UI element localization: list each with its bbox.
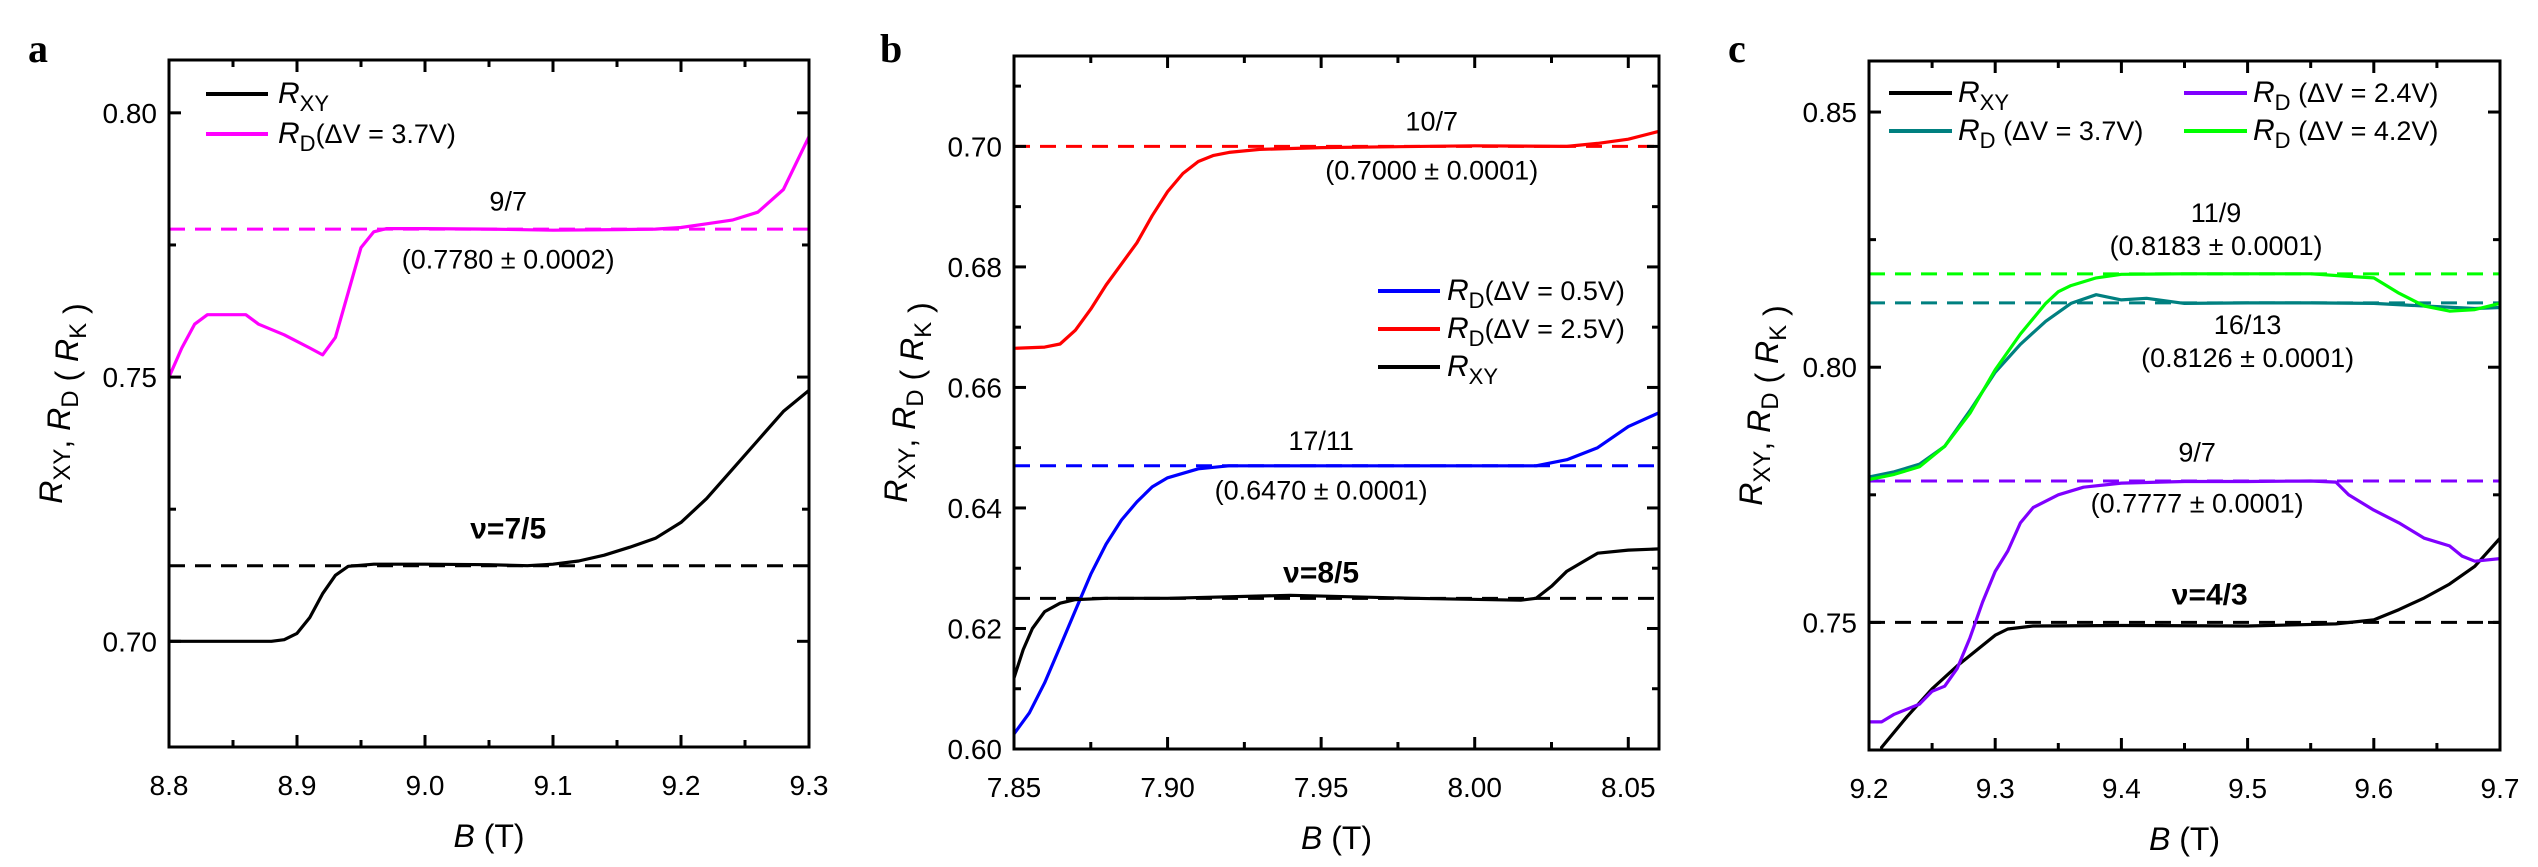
- plot-frame: [1867, 59, 2502, 752]
- filling-factor-label: ν=8/5: [1283, 557, 1359, 590]
- series-line: [169, 135, 809, 379]
- x-tick-label: 9.1: [534, 770, 573, 801]
- x-axis-label: B (T): [1301, 820, 1372, 856]
- series-line: [1879, 536, 2500, 750]
- y-tick-label: 0.66: [948, 372, 1003, 403]
- filling-factor-label: ν=4/3: [2172, 579, 2248, 612]
- y-tick-label: 0.75: [1803, 607, 1858, 638]
- legend-item: RD(ΔV = 2.5V): [1378, 312, 1625, 351]
- plateau-annotation: 11/9: [2191, 198, 2242, 228]
- y-tick-label: 0.70: [948, 131, 1003, 162]
- x-tick-label: 8.8: [150, 770, 189, 801]
- legend-label: RXY: [1447, 350, 1498, 389]
- plateau-annotation: 10/7: [1405, 107, 1458, 137]
- y-axis-label: RXY, RD ( RK ): [878, 302, 938, 502]
- legend-label: RXY: [278, 77, 329, 116]
- plot-frame: [167, 58, 811, 749]
- legend-label: RXY: [1958, 76, 2009, 115]
- plateau-annotation: (0.8183 ± 0.0001): [2110, 231, 2323, 261]
- plateau-annotation: 17/11: [1288, 426, 1354, 456]
- x-tick-label: 9.5: [2228, 773, 2267, 804]
- plot-frame: [1012, 54, 1661, 751]
- x-tick-label: 9.3: [790, 770, 829, 801]
- x-axis-label: B (T): [453, 818, 524, 854]
- plateau-annotation: (0.6470 ± 0.0001): [1215, 476, 1428, 506]
- legend-label: RD(ΔV = 2.5V): [1447, 312, 1625, 351]
- plateau-annotation: 16/13: [2214, 310, 2282, 340]
- panel-a: a 8.8 8.9 9.0 9.1 9.2 9.3 0.70 0.75 0.80 B (T) RXY,…: [28, 26, 828, 854]
- x-tick-label: 9.4: [2102, 773, 2141, 804]
- x-tick-label: 9.0: [406, 770, 445, 801]
- panel-letter: c: [1728, 26, 1746, 71]
- x-tick-label: 8.00: [1447, 772, 1502, 803]
- x-tick-label: 8.05: [1601, 772, 1656, 803]
- series-line: [1014, 547, 1659, 680]
- y-tick-label: 0.70: [103, 626, 158, 657]
- legend-label: RD(ΔV = 0.5V): [1447, 274, 1625, 313]
- series-line: [1869, 272, 2500, 482]
- x-tick-label: 9.3: [1976, 773, 2015, 804]
- series-line: [169, 388, 809, 643]
- x-axis-label: B (T): [2149, 821, 2220, 857]
- x-tick-label: 7.90: [1140, 772, 1195, 803]
- y-tick-label: 0.64: [948, 493, 1003, 524]
- y-tick-label: 0.80: [103, 98, 158, 129]
- x-tick-label: 9.2: [1850, 773, 1889, 804]
- legend-item: RXY: [1378, 350, 1498, 389]
- y-tick-label: 0.68: [948, 252, 1003, 283]
- x-tick-label: 7.95: [1294, 772, 1349, 803]
- x-tick-label: 9.6: [2354, 773, 2393, 804]
- y-axis-label: RXY, RD ( RK ): [1733, 305, 1793, 505]
- filling-factor-label: ν=7/5: [470, 512, 546, 545]
- legend-item: RD(ΔV = 3.7V): [206, 117, 456, 156]
- legend-item: RD (ΔV = 4.2V): [2184, 114, 2438, 153]
- y-tick-label: 0.62: [948, 613, 1003, 644]
- panel-c: c 9.2 9.3 9.4 9.5 9.6 9.7 0.75 0.80 0.85 B (T) RXY,…: [1728, 26, 2519, 857]
- y-axis-label: RXY, RD ( RK ): [33, 303, 93, 503]
- x-tick-label: 9.2: [662, 770, 701, 801]
- legend-label: RD (ΔV = 3.7V): [1958, 114, 2143, 153]
- plateau-annotation: 9/7: [2178, 438, 2216, 468]
- legend-item: RD(ΔV = 0.5V): [1378, 274, 1625, 313]
- plateau-annotation: 9/7: [489, 187, 527, 217]
- plateau-annotation: (0.7780 ± 0.0002): [402, 245, 615, 275]
- x-tick-label: 8.9: [278, 770, 317, 801]
- panel-b: b 7.85 7.90 7.95 8.00 8.05 0.60 0.62 0.64 0.66 0.6…: [878, 26, 1661, 856]
- x-tick-label: 7.85: [987, 772, 1042, 803]
- plateau-annotation: (0.8126 ± 0.0001): [2141, 343, 2354, 373]
- legend-label: RD(ΔV = 3.7V): [278, 117, 456, 156]
- legend-item: RXY: [1889, 76, 2009, 115]
- series-line: [1014, 129, 1659, 350]
- y-tick-label: 0.80: [1803, 352, 1858, 383]
- panel-letter: b: [880, 26, 902, 71]
- legend-item: RD (ΔV = 2.4V): [2184, 76, 2438, 115]
- y-tick-label: 0.60: [948, 734, 1003, 765]
- legend-item: RXY: [206, 77, 329, 116]
- y-tick-label: 0.85: [1803, 97, 1858, 128]
- x-tick-label: 9.7: [2481, 773, 2520, 804]
- legend-label: RD (ΔV = 2.4V): [2253, 76, 2438, 115]
- panel-letter: a: [28, 26, 48, 71]
- legend-label: RD (ΔV = 4.2V): [2253, 114, 2438, 153]
- series-line: [1014, 411, 1659, 736]
- series-line: [1869, 479, 2500, 724]
- legend-item: RD (ΔV = 3.7V): [1889, 114, 2143, 153]
- y-tick-label: 0.75: [103, 362, 158, 393]
- plateau-annotation: (0.7000 ± 0.0001): [1325, 156, 1538, 186]
- plateau-annotation: (0.7777 ± 0.0001): [2091, 489, 2304, 519]
